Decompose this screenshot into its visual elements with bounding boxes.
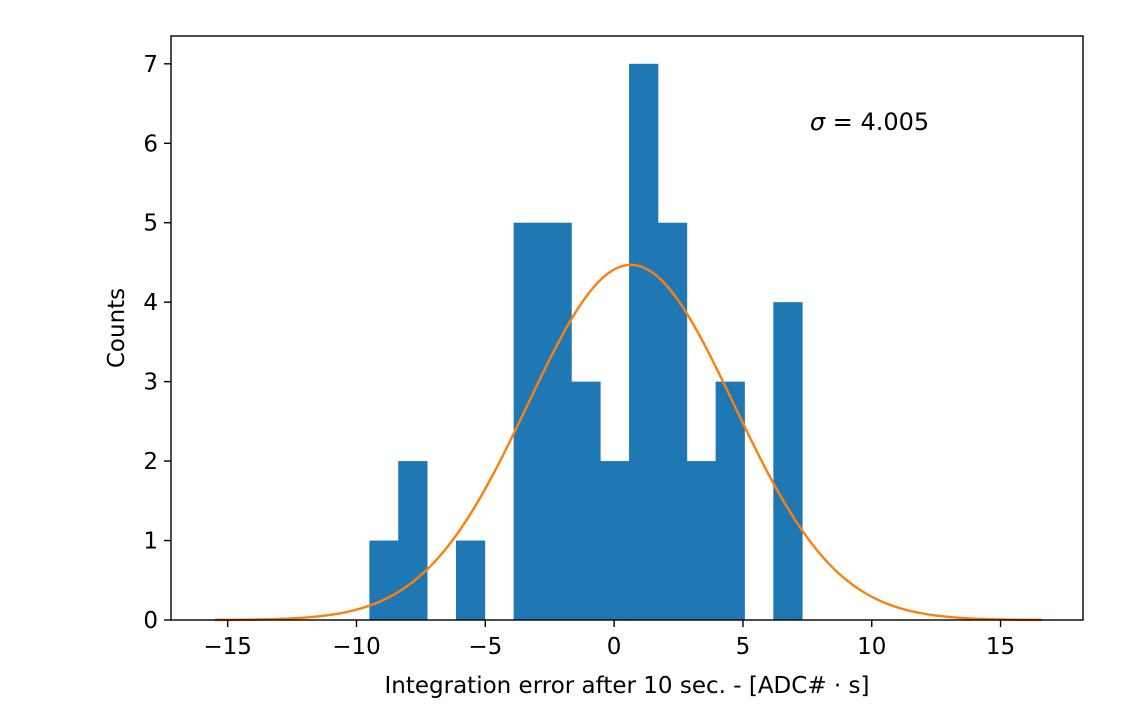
y-tick-label: 4 [143, 290, 158, 316]
bars [369, 63, 803, 621]
histogram-bar [773, 302, 803, 620]
histogram-bar [657, 222, 688, 621]
x-tick-label: 15 [986, 634, 1015, 660]
x-tick-label: −10 [332, 634, 381, 660]
gaussian-fit-curve [214, 263, 1042, 622]
y-tick-label: 0 [143, 608, 158, 634]
x-tick-label: 0 [607, 634, 622, 660]
y-axis-label: Counts [104, 288, 130, 368]
plot-frame [170, 35, 1084, 621]
x-tick-label: 5 [736, 634, 751, 660]
sigma-annotation: σ = 4.005 [810, 108, 929, 136]
histogram-bar [571, 381, 601, 620]
histogram-bar [686, 461, 717, 620]
histogram-bar [513, 222, 543, 621]
x-axis: −15 −10 −5 0 5 10 15 [203, 620, 1015, 660]
x-tick-label: −5 [468, 634, 502, 660]
histogram-bar [715, 381, 745, 620]
y-tick-label: 1 [143, 529, 158, 555]
y-tick-label: 5 [143, 211, 158, 237]
x-tick-label: 10 [857, 634, 886, 660]
histogram-bar [542, 222, 572, 621]
sigma-value: = 4.005 [825, 108, 929, 136]
histogram-bar [455, 540, 486, 620]
histogram-bar [600, 461, 630, 620]
histogram-bar [398, 461, 428, 620]
y-tick-label: 7 [143, 52, 158, 78]
x-axis-label: Integration error after 10 sec. - [ADC# … [385, 673, 870, 699]
x-tick-label: −15 [203, 634, 252, 660]
histogram-bar [369, 540, 399, 620]
y-tick-label: 6 [143, 131, 158, 157]
sigma-symbol: σ [810, 108, 826, 136]
histogram-bar [629, 63, 659, 621]
y-tick-label: 3 [143, 370, 158, 396]
y-tick-label: 2 [143, 449, 158, 475]
y-axis: 0 1 2 3 4 5 6 7 [143, 52, 171, 634]
